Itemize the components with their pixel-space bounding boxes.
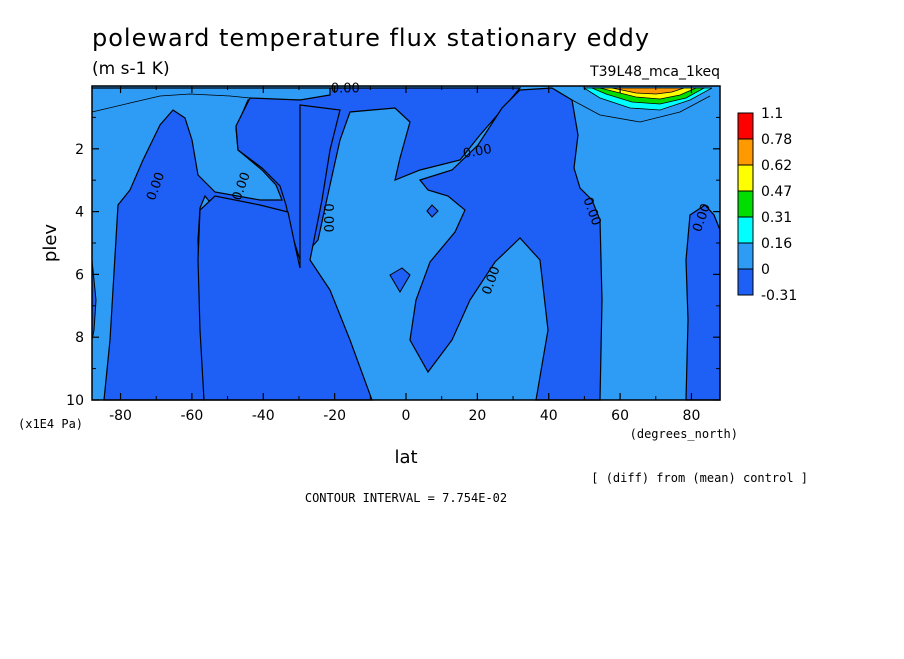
colorbar-level-label: 0.62 (761, 158, 792, 174)
colorbar-level-label: 0.31 (761, 210, 792, 226)
x-tick-label: 60 (611, 408, 629, 424)
x-tick-label: -20 (323, 408, 346, 424)
x-tick-label: -60 (180, 408, 203, 424)
y-tick-label: 10 (66, 393, 84, 409)
y-tick-label: 4 (75, 205, 84, 221)
colorbar-level-label: 0 (761, 262, 770, 278)
x-tick-label: 80 (683, 408, 701, 424)
thin-contour-top (91, 93, 251, 113)
x-axis: -80 -60 -40 -20 0 20 40 60 80 (109, 86, 700, 424)
y-axis-title: plev (40, 224, 61, 263)
x-units-label: (degrees_north) (630, 427, 738, 441)
x-tick-label: 0 (402, 408, 411, 424)
negative-dot (426, 204, 439, 218)
y-units-label: (x1E4 Pa) (18, 417, 83, 431)
contour-interval: CONTOUR INTERVAL = 7.754E-02 (305, 491, 507, 505)
colorbar-swatch (737, 216, 754, 244)
x-tick-label: -40 (252, 408, 275, 424)
negative-island (389, 267, 411, 293)
colorbar-level-label: 0.47 (761, 184, 792, 200)
colorbar-level-label: 0.16 (761, 236, 792, 252)
x-axis-title: lat (394, 447, 417, 468)
negative-region-north (409, 87, 603, 401)
negative-region-equator (197, 104, 373, 401)
colorbar-level-label: -0.31 (761, 288, 797, 304)
colorbar-swatch (737, 190, 754, 218)
colorbar-swatch (737, 242, 754, 270)
plot-area (91, 85, 721, 401)
chart-units: (m s-1 K) (92, 59, 170, 79)
y-tick-label: 8 (75, 330, 84, 346)
contour-label: 0.00 (331, 82, 360, 97)
colorbar-level-label: 1.1 (761, 106, 783, 122)
colorbar-swatch (737, 164, 754, 192)
x-tick-label: 20 (468, 408, 486, 424)
y-tick-label: 6 (75, 267, 84, 283)
contour-label: 0.00 (320, 203, 335, 232)
colorbar-level-label: 0.78 (761, 132, 792, 148)
contour-label: 0.00 (462, 142, 493, 162)
y-axis: 2 4 6 8 10 (66, 116, 720, 409)
x-tick-label: 40 (540, 408, 558, 424)
run-label: T39L48_mca_1keq (589, 64, 720, 80)
x-tick-label: -80 (109, 408, 132, 424)
colorbar-swatch (737, 268, 754, 296)
colorbar-swatch (737, 112, 754, 140)
y-tick-label: 2 (75, 142, 84, 158)
chart-title: poleward temperature flux stationary edd… (92, 24, 650, 52)
colorbar-swatch (737, 138, 754, 166)
positive-maximum-cluster (571, 87, 713, 123)
colorbar: 1.1 0.78 0.62 0.47 0.31 0.16 0 -0.31 (737, 106, 797, 304)
diff-note: [ (diff) from (mean) control ] (591, 471, 808, 485)
